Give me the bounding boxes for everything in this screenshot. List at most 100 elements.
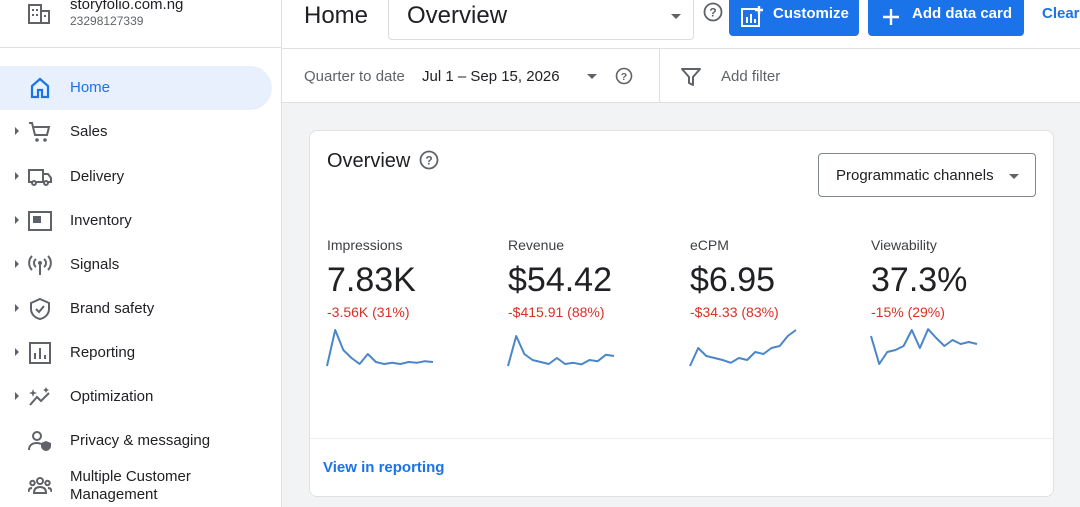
metric-viewability[interactable]: Viewability 37.3% -15% (29%) <box>870 237 1041 367</box>
top-bar: Home Overview ? Customize Add data card <box>282 0 1080 48</box>
sidebar-item-label: Signals <box>70 256 120 273</box>
sparkline-series <box>870 328 978 365</box>
sidebar-item-label: Brand safety <box>70 300 155 317</box>
expand-caret-icon[interactable] <box>15 172 19 180</box>
sidebar-item-label: Multiple Customer Management <box>70 468 191 503</box>
account-id: 23298127339 <box>70 14 144 28</box>
expand-caret-icon[interactable] <box>15 392 19 400</box>
expand-caret-icon[interactable] <box>15 304 19 312</box>
sidebar-item-label: Optimization <box>70 388 154 405</box>
expand-caret-icon[interactable] <box>15 127 19 135</box>
svg-text:?: ? <box>709 6 716 20</box>
home-icon <box>30 77 50 99</box>
sidebar-item-privacy-messaging[interactable]: Privacy & messaging <box>0 419 282 463</box>
sidebar-item-delivery[interactable]: Delivery <box>0 155 282 199</box>
antenna-icon <box>28 255 52 275</box>
main-content: Overview ? Programmatic channels Impress… <box>282 103 1080 507</box>
help-icon[interactable]: ? <box>615 67 633 85</box>
sparkline <box>870 328 978 365</box>
sidebar-item-brand-safety[interactable]: Brand safety <box>0 287 282 331</box>
help-icon[interactable]: ? <box>419 150 439 170</box>
person-shield-icon <box>28 431 51 451</box>
metric-name: Viewability <box>871 237 937 253</box>
date-range-value[interactable]: Jul 1 – Sep 15, 2026 <box>422 68 560 85</box>
divider <box>310 438 1053 439</box>
channel-select[interactable]: Programmatic channels <box>818 153 1036 197</box>
divider <box>659 49 660 102</box>
expand-caret-icon[interactable] <box>15 216 19 224</box>
shield-icon <box>30 297 50 321</box>
expand-caret-icon[interactable] <box>15 260 19 268</box>
dashboard-select-value: Overview <box>407 2 508 29</box>
plus-icon <box>883 9 899 25</box>
metric-name: eCPM <box>690 237 729 253</box>
sidebar-item-label: Privacy & messaging <box>70 432 211 449</box>
dropdown-arrow-icon <box>671 14 681 19</box>
add-data-card-label: Add data card <box>912 5 1013 22</box>
account-switcher[interactable]: storyfolio.com.ng 23298127339 <box>0 0 282 48</box>
dropdown-arrow-icon <box>1009 174 1019 179</box>
sparkline <box>326 329 434 367</box>
metric-impressions[interactable]: Impressions 7.83K -3.56K (31%) <box>326 237 497 367</box>
filter-icon[interactable] <box>680 66 702 88</box>
sparkline-series <box>326 329 434 367</box>
sparkline <box>689 329 797 367</box>
svg-text:?: ? <box>621 71 627 83</box>
sparkline <box>507 335 615 367</box>
dashboard-select[interactable]: Overview <box>388 0 694 40</box>
metric-delta: -$415.91 (88%) <box>508 304 605 320</box>
date-range-label[interactable]: Quarter to date <box>304 68 405 85</box>
metric-delta: -15% (29%) <box>871 304 945 320</box>
sidebar-item-label: Sales <box>70 123 108 140</box>
sidebar-item-signals[interactable]: Signals <box>0 243 282 287</box>
sidebar-item-label: Reporting <box>70 344 136 361</box>
sidebar-item-multiple-customer-management[interactable]: Multiple Customer Management <box>0 463 282 507</box>
sparkle-icon <box>29 387 50 406</box>
card-title: Overview <box>327 150 411 172</box>
clear-button[interactable]: Clear <box>1042 5 1080 22</box>
inventory-icon <box>28 211 52 231</box>
building-icon <box>28 4 50 24</box>
truck-icon <box>28 169 52 186</box>
customize-button[interactable]: Customize <box>729 0 859 36</box>
sidebar-item-label: Delivery <box>70 168 125 185</box>
chart-icon <box>29 342 51 364</box>
sidebar-item-sales[interactable]: Sales <box>0 110 282 154</box>
channel-select-value: Programmatic channels <box>836 167 994 184</box>
metric-delta: -$34.33 (83%) <box>690 304 779 320</box>
metric-name: Impressions <box>327 237 403 253</box>
add-data-card-button[interactable]: Add data card <box>868 0 1024 36</box>
sidebar-item-inventory[interactable]: Inventory <box>0 199 282 243</box>
metric-ecpm[interactable]: eCPM $6.95 -$34.33 (83%) <box>689 237 860 367</box>
help-icon[interactable]: ? <box>703 2 723 22</box>
metric-revenue[interactable]: Revenue $54.42 -$415.91 (88%) <box>507 237 678 367</box>
metric-value: $6.95 <box>690 261 776 299</box>
filter-bar: Quarter to date Jul 1 – Sep 15, 2026 ? A… <box>282 48 1080 103</box>
sidebar-item-home[interactable]: Home <box>0 66 282 110</box>
cart-icon <box>29 122 51 142</box>
account-name: storyfolio.com.ng <box>70 0 184 13</box>
metric-value: 7.83K <box>327 261 416 299</box>
sidebar-item-label: Inventory <box>70 212 132 229</box>
metric-value: 37.3% <box>871 261 968 299</box>
svg-text:?: ? <box>425 154 432 168</box>
overview-card: Overview ? Programmatic channels Impress… <box>309 130 1054 497</box>
metric-value: $54.42 <box>508 261 612 299</box>
add-filter-button[interactable]: Add filter <box>721 68 781 85</box>
expand-caret-icon[interactable] <box>15 348 19 356</box>
metric-delta: -3.56K (31%) <box>327 304 410 320</box>
customize-button-label: Customize <box>773 5 849 22</box>
sidebar-item-reporting[interactable]: Reporting <box>0 331 282 375</box>
sidebar-item-optimization[interactable]: Optimization <box>0 375 282 419</box>
page-title: Home <box>304 2 369 29</box>
sidebar-item-label: Home <box>70 79 111 96</box>
customize-chart-icon <box>741 6 763 27</box>
sparkline-series <box>689 329 797 367</box>
people-icon <box>28 477 52 494</box>
date-range-dropdown-icon[interactable] <box>587 74 597 79</box>
sparkline-series <box>507 335 615 367</box>
metric-name: Revenue <box>508 237 565 253</box>
sidebar: storyfolio.com.ng 23298127339 Home Sales <box>0 0 282 507</box>
view-in-reporting-link[interactable]: View in reporting <box>323 459 445 476</box>
